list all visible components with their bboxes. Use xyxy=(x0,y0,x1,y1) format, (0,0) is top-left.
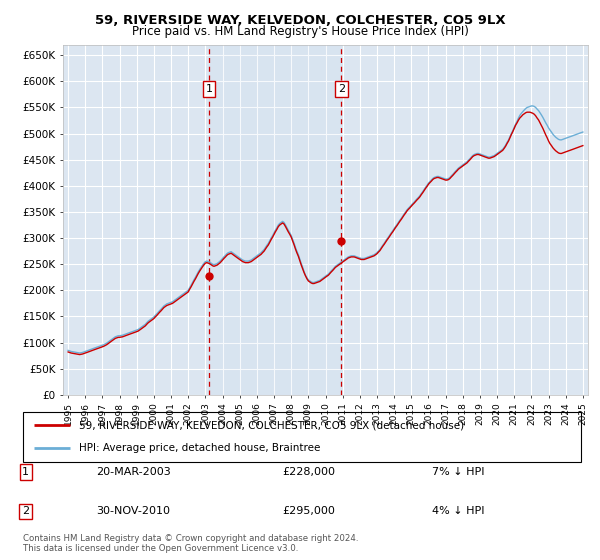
Text: 4% ↓ HPI: 4% ↓ HPI xyxy=(432,506,485,516)
Text: 59, RIVERSIDE WAY, KELVEDON, COLCHESTER, CO5 9LX (detached house): 59, RIVERSIDE WAY, KELVEDON, COLCHESTER,… xyxy=(79,420,464,430)
Text: 1: 1 xyxy=(205,84,212,94)
Text: £295,000: £295,000 xyxy=(282,506,335,516)
Text: HPI: Average price, detached house, Braintree: HPI: Average price, detached house, Brai… xyxy=(79,444,320,454)
Text: 59, RIVERSIDE WAY, KELVEDON, COLCHESTER, CO5 9LX: 59, RIVERSIDE WAY, KELVEDON, COLCHESTER,… xyxy=(95,14,505,27)
Text: 7% ↓ HPI: 7% ↓ HPI xyxy=(432,467,485,477)
Text: 1: 1 xyxy=(22,467,29,477)
Text: 2: 2 xyxy=(338,84,345,94)
Bar xyxy=(209,45,341,395)
Text: 20-MAR-2003: 20-MAR-2003 xyxy=(96,467,171,477)
Text: Price paid vs. HM Land Registry's House Price Index (HPI): Price paid vs. HM Land Registry's House … xyxy=(131,25,469,38)
Text: 2: 2 xyxy=(22,506,29,516)
Text: £228,000: £228,000 xyxy=(282,467,335,477)
Text: 30-NOV-2010: 30-NOV-2010 xyxy=(96,506,170,516)
Text: Contains HM Land Registry data © Crown copyright and database right 2024.
This d: Contains HM Land Registry data © Crown c… xyxy=(23,534,358,553)
